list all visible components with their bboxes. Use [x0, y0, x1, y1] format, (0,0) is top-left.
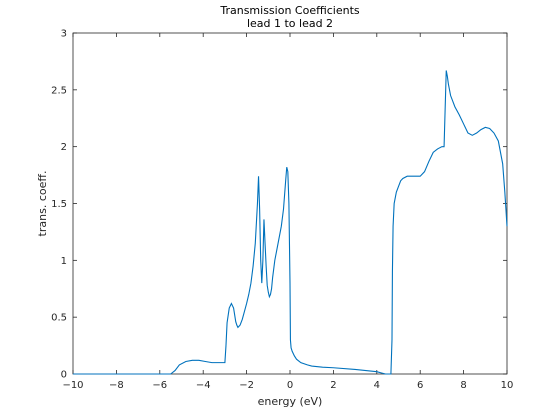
- x-tick-label: −8: [109, 380, 124, 391]
- series-line: [73, 70, 508, 375]
- x-tick-label: −6: [152, 380, 167, 391]
- y-axis-label: trans. coeff.: [36, 171, 49, 237]
- x-tick-label: 6: [417, 380, 423, 391]
- y-tick-label: 0.5: [51, 313, 67, 324]
- x-tick-label: 0: [287, 380, 293, 391]
- y-tick-label: 2.5: [51, 85, 67, 96]
- y-tick-label: 1.5: [51, 199, 67, 210]
- y-tick-label: 1: [61, 256, 67, 267]
- tick-labels: −10 −8 −6 −4 −2 0 2 4 6 8 10 0 0.5 1 1.5 2 2.5 3: [51, 29, 513, 392]
- x-tick-label: −4: [196, 380, 211, 391]
- x-tick-label: 10: [501, 380, 514, 391]
- y-tick-label: 2: [61, 142, 67, 153]
- axis-ticks: [72, 32, 508, 375]
- plot-area: [72, 32, 508, 375]
- x-tick-label: −10: [62, 380, 83, 391]
- y-tick-label: 0: [61, 370, 67, 381]
- chart-subtitle: lead 1 to lead 2: [247, 17, 333, 30]
- x-tick-label: 8: [460, 380, 466, 391]
- x-tick-label: 2: [330, 380, 336, 391]
- y-tick-label: 3: [61, 29, 67, 40]
- x-axis-label: energy (eV): [258, 395, 323, 408]
- x-tick-label: −2: [239, 380, 254, 391]
- chart-title: Transmission Coefficients: [219, 4, 360, 17]
- x-tick-label: 4: [374, 380, 380, 391]
